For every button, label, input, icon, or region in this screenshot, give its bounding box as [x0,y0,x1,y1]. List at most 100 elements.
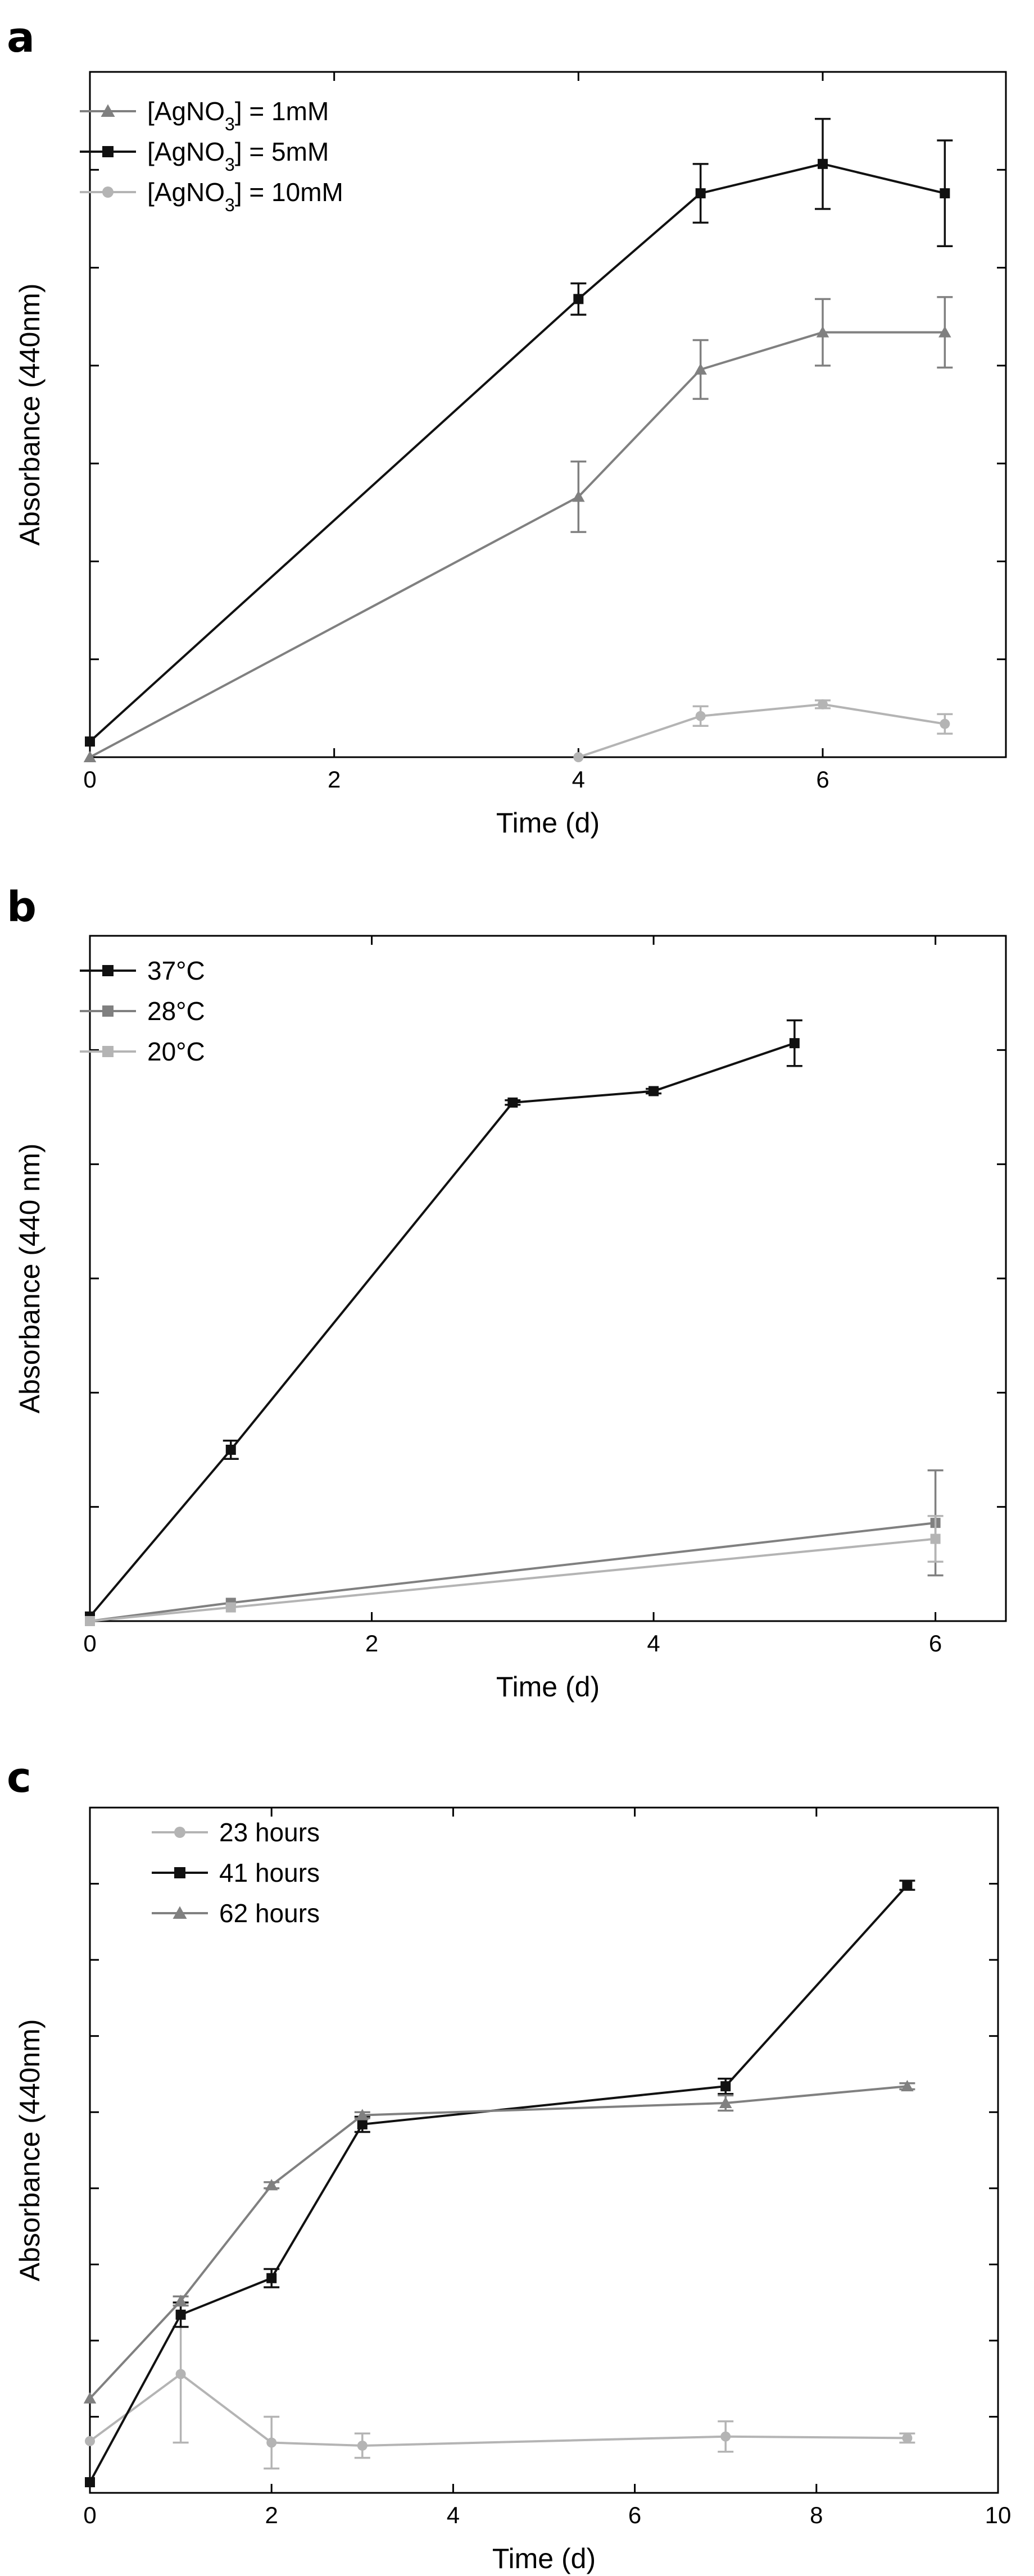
series-line [89,1537,936,1622]
legend-marker [102,1005,114,1017]
x-tick-label: 2 [328,766,341,793]
y-axis-label: Absorbance (440 nm) [14,1144,46,1414]
data-point [175,2309,186,2320]
plot-frame [89,1806,999,2494]
data-point [85,736,95,747]
data-point [818,158,828,169]
x-tick-label: 2 [365,1630,378,1656]
data-point [85,1616,95,1626]
data-point [695,188,706,199]
data-point [83,750,97,762]
data-point [266,2273,277,2283]
series-line [89,162,945,743]
legend-marker [101,104,115,117]
data-point [720,2081,731,2092]
data-point [225,1602,236,1613]
data-point [573,294,584,304]
data-point [902,1880,913,1891]
data-point [225,1445,236,1455]
plot-frame [89,71,1007,758]
chart-panel-b: b 0 2 4 6 Time (d) Absorbance (440 nm) 37°C 28°C… [7,883,1007,1703]
data-point [938,326,951,338]
data-point [648,1086,659,1096]
plot-frame [89,935,1007,1622]
series-line [578,703,945,758]
legend-label: [AgNO3] = 1mM [147,97,329,134]
series-1: 37°C [80,956,802,1622]
series-3: [AgNO3] = 10mM [80,178,953,762]
data-point [940,718,950,729]
x-tick-label: 6 [929,1630,942,1656]
y-axis-label: Absorbance (440nm) [14,2019,46,2282]
data-point [695,711,706,721]
chart-panel-a: a 0 2 4 6 Time (d) Absorbance (440nm) [AgNO3] =… [7,13,1007,839]
data-point [265,2179,278,2191]
legend-marker [102,146,114,157]
series-3: 20°C [80,1037,944,1626]
data-point [901,2079,914,2092]
legend-label: 28°C [147,996,205,1026]
legend-label: [AgNO3] = 5mM [147,137,329,175]
legend-marker [174,1867,185,1878]
data-point [356,2109,369,2120]
data-point [266,2437,277,2448]
x-tick-label: 6 [816,766,829,793]
series-line [89,331,945,758]
x-axis-label: Time (d) [496,807,600,839]
data-point [573,752,584,762]
legend-label: [AgNO3] = 10mM [147,178,343,215]
series-2: 41 hours [85,1858,915,2488]
series-line [89,1042,795,1618]
data-point [720,2431,731,2442]
series-3: 62 hours [83,1899,915,2404]
legend-label: 23 hours [219,1818,320,1847]
legend-marker [174,1827,185,1838]
data-point [175,2369,186,2379]
data-point [357,2440,368,2451]
data-point [83,2392,97,2404]
data-point [930,1533,941,1544]
legend-label: 20°C [147,1037,205,1066]
x-axis-label: Time (d) [496,1671,600,1703]
x-tick-label: 8 [810,2502,823,2528]
data-point [174,2295,187,2306]
x-tick-label: 4 [572,766,585,793]
series-2: [AgNO3] = 5mM [80,117,953,747]
panel-letter: c [7,1754,31,1802]
x-tick-label: 0 [83,1630,96,1656]
x-tick-label: 10 [985,2502,1012,2528]
x-tick-label: 2 [265,2502,278,2528]
legend-marker [102,186,114,198]
data-point [85,2436,95,2446]
panel-letter: b [7,883,37,931]
data-point [719,2096,732,2108]
legend-label: 41 hours [219,1858,320,1887]
data-point [85,2477,95,2488]
x-tick-label: 4 [647,1630,660,1656]
legend-label: 62 hours [219,1899,320,1928]
data-point [572,490,585,502]
series-line [89,1884,908,2483]
legend-marker [102,965,114,976]
data-point [940,188,950,199]
legend-marker [102,1046,114,1057]
series-1: 23 hours [85,1818,915,2470]
data-point [902,2433,913,2443]
series-line [89,2373,908,2447]
legend-label: 37°C [147,956,205,985]
x-axis-label: Time (d) [492,2543,596,2574]
panel-letter: a [7,13,35,62]
chart-panel-c: c 0 2 4 6 8 10 Time (d) Absorbance (440nm) 23 hou… [7,1754,1011,2574]
series-2: 28°C [80,996,944,1626]
data-point [694,363,707,375]
x-tick-label: 0 [83,2502,96,2528]
y-axis-label: Absorbance (440nm) [14,284,46,546]
x-tick-label: 6 [628,2502,641,2528]
data-point [507,1097,518,1108]
series-1: [AgNO3] = 1mM [80,97,953,762]
data-point [789,1038,800,1049]
x-tick-label: 0 [83,766,96,793]
data-point [357,2119,368,2129]
